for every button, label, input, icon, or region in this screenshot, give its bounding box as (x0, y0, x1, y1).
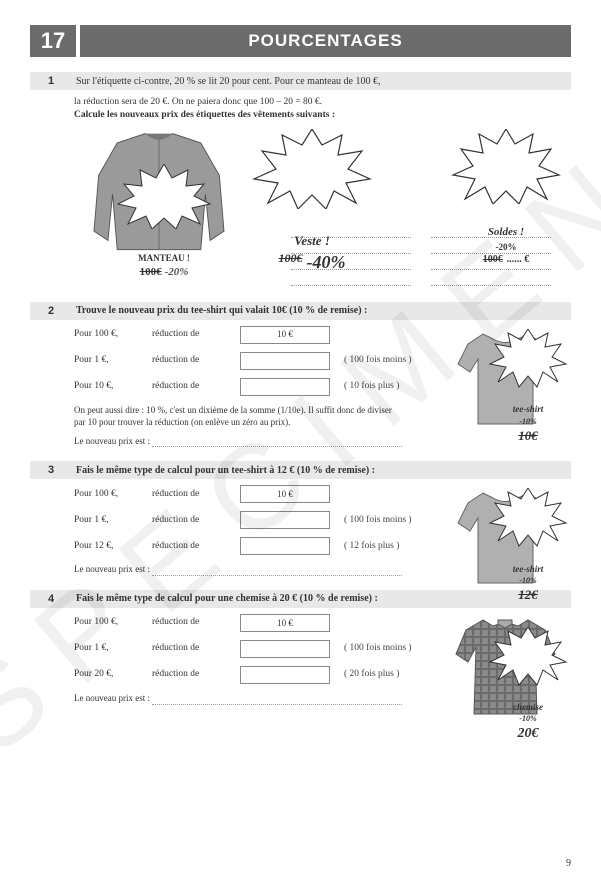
s3-burst-label: tee-shirt (513, 563, 544, 576)
s2-r1-label: Pour 1 €, (74, 354, 144, 367)
s4-burst-label: chemise (513, 701, 543, 714)
s4-r2-box[interactable] (240, 666, 330, 684)
section-4-number: 4 (36, 593, 66, 605)
s4-r1-hint: ( 100 fois moins ) (344, 642, 412, 655)
soldes-label: Soldes ! (488, 225, 524, 240)
s4-result-label: Le nouveau prix est : (74, 693, 150, 703)
manteau-percent: -20% (165, 265, 189, 280)
s2-r0-text: réduction de (152, 328, 232, 341)
s2-r1-box[interactable] (240, 352, 330, 370)
s2-r2-label: Pour 10 €, (74, 380, 144, 393)
s4-r0-text: réduction de (152, 616, 232, 629)
page-number: 9 (566, 858, 571, 869)
s3-r0-text: réduction de (152, 488, 232, 501)
page-header: 17 POURCENTAGES (30, 25, 571, 57)
s3-r2-label: Pour 12 €, (74, 540, 144, 553)
section-1-intro-bold: Calcule les nouveaux prix des étiquettes… (74, 110, 335, 120)
s4-r1-box[interactable] (240, 640, 330, 658)
section-1-intro-line1: Sur l'étiquette ci-contre, 20 % se lit 2… (76, 76, 381, 87)
s3-burst-price: 12€ (518, 586, 538, 604)
section-3: 3 Fais le même type de calcul pour un te… (30, 461, 571, 582)
s4-r1-label: Pour 1 €, (74, 642, 144, 655)
veste-price: 100€ (279, 250, 303, 275)
s2-r2-box[interactable] (240, 378, 330, 396)
s4-result-blank[interactable] (152, 704, 402, 705)
s2-result-label: Le nouveau prix est : (74, 436, 150, 446)
tshirt-burst-label: tee-shirt (513, 403, 544, 416)
shirt-image: chemise -10% 20€ (448, 612, 563, 722)
s4-r1-text: réduction de (152, 642, 232, 655)
tshirt-burst-sub: -10% (519, 416, 536, 427)
veste-percent: -40% (307, 250, 346, 275)
s2-r1-text: réduction de (152, 354, 232, 367)
section-1: 1 Sur l'étiquette ci-contre, 20 % se lit… (30, 72, 571, 294)
manteau-label: MANTEAU ! (138, 252, 190, 265)
s3-r2-hint: ( 12 fois plus ) (344, 540, 399, 553)
s3-r1-box[interactable] (240, 511, 330, 529)
tshirt-burst-price: 10€ (518, 427, 538, 445)
soldes-blank: ...... € (507, 253, 530, 267)
section-4: 4 Fais le même type de calcul pour une c… (30, 590, 571, 711)
s4-r2-label: Pour 20 €, (74, 668, 144, 681)
s3-r2-text: réduction de (152, 540, 232, 553)
section-3-number: 3 (36, 464, 66, 476)
s4-r2-hint: ( 20 fois plus ) (344, 668, 399, 681)
s3-r0-box[interactable]: 10 € (240, 485, 330, 503)
section-1-header: 1 Sur l'étiquette ci-contre, 20 % se lit… (30, 72, 571, 90)
section-1-number: 1 (36, 75, 66, 87)
section-1-intro-line2: la réduction sera de 20 €. On ne paiera … (74, 96, 561, 109)
s2-r1-hint: ( 100 fois moins ) (344, 354, 412, 367)
s3-burst-sub: -10% (519, 575, 536, 586)
s3-result-blank[interactable] (152, 575, 402, 576)
section-2-number: 2 (36, 305, 66, 317)
s4-r0-box[interactable]: 10 € (240, 614, 330, 632)
s4-burst-sub: -10% (519, 713, 536, 724)
manteau-price: 100€ (140, 265, 162, 280)
jacket-image: MANTEAU ! 100€ -20% (74, 129, 244, 274)
s2-result-blank[interactable] (152, 446, 402, 447)
soldes-price: 100€ (483, 253, 503, 267)
s4-r2-text: réduction de (152, 668, 232, 681)
s3-result-label: Le nouveau prix est : (74, 564, 150, 574)
chapter-title: POURCENTAGES (80, 25, 571, 57)
soldes-sub: -20% (496, 241, 517, 254)
s3-r2-box[interactable] (240, 537, 330, 555)
veste-label: Veste ! (294, 232, 330, 250)
section-3-title: Fais le même type de calcul pour un tee-… (66, 465, 565, 476)
tshirt-image-2: tee-shirt -10% 12€ (448, 483, 563, 593)
s3-r0-label: Pour 100 €, (74, 488, 144, 501)
section-2: 2 Trouve le nouveau prix du tee-shirt qu… (30, 302, 571, 454)
s2-r2-text: réduction de (152, 380, 232, 393)
s2-r2-hint: ( 10 fois plus ) (344, 380, 399, 393)
s4-r0-label: Pour 100 €, (74, 616, 144, 629)
s3-r1-label: Pour 1 €, (74, 514, 144, 527)
s3-r1-text: réduction de (152, 514, 232, 527)
s3-r1-hint: ( 100 fois moins ) (344, 514, 412, 527)
section-2-title: Trouve le nouveau prix du tee-shirt qui … (66, 305, 565, 316)
s4-burst-price: 20€ (518, 724, 539, 744)
s2-r0-label: Pour 100 €, (74, 328, 144, 341)
tshirt-image-1: tee-shirt -10% 10€ (448, 324, 563, 434)
section-2-note: On peut aussi dire : 10 %, c'est un dixi… (74, 404, 394, 429)
chapter-number: 17 (30, 25, 76, 57)
s2-r0-box[interactable]: 10 € (240, 326, 330, 344)
